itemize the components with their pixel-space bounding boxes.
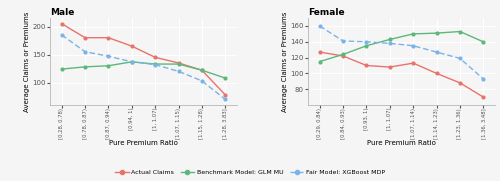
Benchmark Model: GLM MU: (6, 153): GLM MU: (6, 153) [457,30,463,33]
Fair Model: XGBoost MDP: (4, 132): XGBoost MDP: (4, 132) [152,64,158,66]
Fair Model: XGBoost MDP: (5, 127): XGBoost MDP: (5, 127) [434,51,440,53]
Y-axis label: Average Claims or Premiums: Average Claims or Premiums [24,11,30,112]
Benchmark Model: GLM MU: (5, 151): GLM MU: (5, 151) [434,32,440,34]
Actual Claims [340,55,346,57]
Fair Model: XGBoost MDP: (6, 103): XGBoost MDP: (6, 103) [199,80,205,82]
Fair Model: XGBoost MDP: (7, 70): XGBoost MDP: (7, 70) [222,98,228,100]
Benchmark Model: GLM MU: (1, 124): GLM MU: (1, 124) [340,53,346,56]
Benchmark Model: GLM MU: (0, 124): GLM MU: (0, 124) [58,68,64,70]
X-axis label: Pure Premium Ratio: Pure Premium Ratio [367,140,436,146]
Actual Claims [387,66,393,68]
Benchmark Model: GLM MU: (2, 135): GLM MU: (2, 135) [364,45,370,47]
Line: Actual Claims: Actual Claims [318,51,484,98]
Legend: Actual Claims, Benchmark Model: GLM MU, Fair Model: XGBoost MDP: Actual Claims, Benchmark Model: GLM MU, … [112,167,388,178]
Benchmark Model: GLM MU: (3, 137): GLM MU: (3, 137) [129,61,135,63]
Actual Claims [58,23,64,25]
Benchmark Model: GLM MU: (3, 143): GLM MU: (3, 143) [387,38,393,41]
Line: Actual Claims: Actual Claims [60,22,226,96]
Benchmark Model: GLM MU: (2, 130): GLM MU: (2, 130) [106,65,112,67]
Actual Claims [129,45,135,47]
Actual Claims [364,64,370,67]
Benchmark Model: GLM MU: (4, 133): GLM MU: (4, 133) [152,63,158,65]
Benchmark Model: GLM MU: (7, 140): GLM MU: (7, 140) [480,41,486,43]
Actual Claims [410,62,416,64]
Actual Claims [152,56,158,58]
Fair Model: XGBoost MDP: (3, 137): XGBoost MDP: (3, 137) [129,61,135,63]
Fair Model: XGBoost MDP: (2, 140): XGBoost MDP: (2, 140) [364,41,370,43]
Actual Claims [434,72,440,74]
Benchmark Model: GLM MU: (4, 150): GLM MU: (4, 150) [410,33,416,35]
Benchmark Model: GLM MU: (0, 115): GLM MU: (0, 115) [316,60,322,63]
Fair Model: XGBoost MDP: (7, 93): XGBoost MDP: (7, 93) [480,78,486,80]
Fair Model: XGBoost MDP: (1, 141): XGBoost MDP: (1, 141) [340,40,346,42]
Fair Model: XGBoost MDP: (3, 138): XGBoost MDP: (3, 138) [387,42,393,45]
Actual Claims [480,96,486,98]
Benchmark Model: GLM MU: (7, 108): GLM MU: (7, 108) [222,77,228,79]
Line: Fair Model: XGBoost MDP: Fair Model: XGBoost MDP [318,25,484,80]
Y-axis label: Average Claims or Premiums: Average Claims or Premiums [282,11,288,112]
Fair Model: XGBoost MDP: (5, 120): XGBoost MDP: (5, 120) [176,70,182,72]
Benchmark Model: GLM MU: (5, 133): GLM MU: (5, 133) [176,63,182,65]
Text: Female: Female [308,8,344,17]
Actual Claims [457,82,463,84]
Actual Claims [106,37,112,39]
Benchmark Model: GLM MU: (1, 128): GLM MU: (1, 128) [82,66,88,68]
Fair Model: XGBoost MDP: (4, 135): XGBoost MDP: (4, 135) [410,45,416,47]
Line: Fair Model: XGBoost MDP: Fair Model: XGBoost MDP [60,33,226,101]
Actual Claims [316,51,322,53]
Actual Claims [82,37,88,39]
X-axis label: Pure Premium Ratio: Pure Premium Ratio [109,140,178,146]
Fair Model: XGBoost MDP: (2, 147): XGBoost MDP: (2, 147) [106,55,112,57]
Fair Model: XGBoost MDP: (1, 155): XGBoost MDP: (1, 155) [82,51,88,53]
Fair Model: XGBoost MDP: (0, 160): XGBoost MDP: (0, 160) [316,25,322,27]
Line: Benchmark Model: GLM MU: Benchmark Model: GLM MU [60,60,226,79]
Actual Claims [176,62,182,64]
Fair Model: XGBoost MDP: (6, 119): XGBoost MDP: (6, 119) [457,57,463,60]
Benchmark Model: GLM MU: (6, 122): GLM MU: (6, 122) [199,69,205,71]
Fair Model: XGBoost MDP: (0, 185): XGBoost MDP: (0, 185) [58,34,64,36]
Actual Claims [199,69,205,71]
Text: Male: Male [50,8,74,17]
Actual Claims [222,94,228,96]
Line: Benchmark Model: GLM MU: Benchmark Model: GLM MU [318,30,484,63]
